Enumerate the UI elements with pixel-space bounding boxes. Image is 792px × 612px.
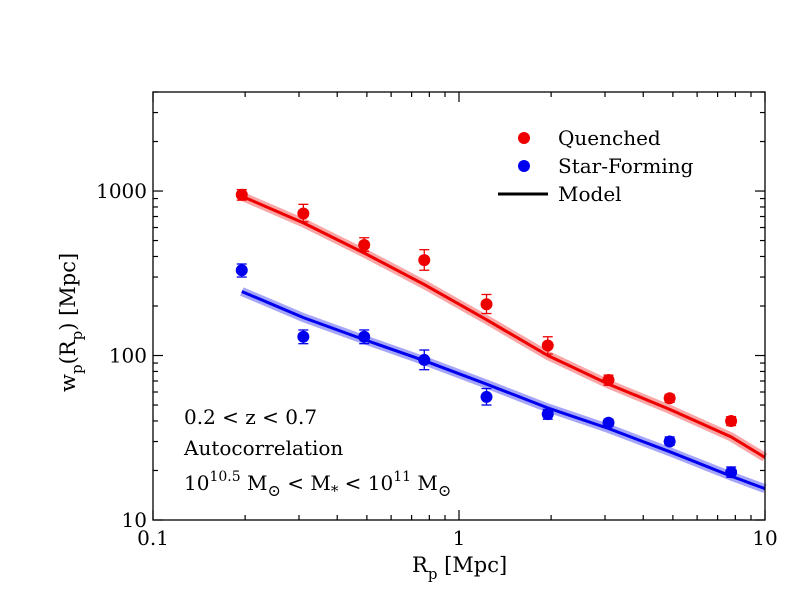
data-point-quenched xyxy=(235,188,248,201)
x-axis-label: Rp [Mpc] xyxy=(412,553,507,583)
y-tick-label: 10 xyxy=(122,508,147,532)
legend-label-quenched: Quenched xyxy=(558,126,661,150)
marker-quenched xyxy=(418,254,431,267)
y-axis-label: wp(Rp) [Mpc] xyxy=(56,253,86,392)
data-point-quenched xyxy=(663,392,676,405)
marker-quenched xyxy=(358,238,371,251)
x-tick-label: 0.1 xyxy=(137,526,169,550)
annotation: 0.2 < z < 0.7 Autocorrelation 1010.5 M⊙ … xyxy=(183,405,451,500)
data-point-star-forming xyxy=(297,329,310,345)
data-point-quenched xyxy=(480,293,493,315)
annotation-redshift: 0.2 < z < 0.7 xyxy=(184,405,317,429)
axes: 0.1 1 10 10 100 1000 xyxy=(96,91,778,550)
plot-area xyxy=(235,188,768,493)
model-line-star-forming xyxy=(241,290,766,491)
y-tick-label: 100 xyxy=(109,344,147,368)
marker-quenched xyxy=(602,373,615,386)
legend-label-model: Model xyxy=(558,182,622,206)
x-tick-label: 10 xyxy=(752,526,777,550)
marker-star-forming xyxy=(663,435,676,448)
marker-star-forming xyxy=(358,330,371,343)
data-point-star-forming xyxy=(235,263,248,278)
marker-quenched xyxy=(480,298,493,311)
marker-quenched xyxy=(541,339,554,352)
y-tick-label: 1000 xyxy=(96,179,147,203)
annotation-mass-range: 1010.5 M⊙ < M* < 1011 M⊙ xyxy=(184,469,451,500)
data-point-star-forming xyxy=(480,387,493,406)
marker-star-forming xyxy=(297,330,310,343)
data-point-quenched xyxy=(418,249,431,271)
marker-star-forming xyxy=(602,416,615,429)
data-point-star-forming xyxy=(358,329,371,345)
marker-quenched xyxy=(663,392,676,405)
data-point-quenched xyxy=(358,237,371,252)
marker-star-forming xyxy=(725,466,738,479)
legend-marker-star-forming xyxy=(518,160,530,172)
marker-quenched xyxy=(235,188,248,201)
legend: Quenched Star-Forming Model xyxy=(498,126,694,206)
data-point-star-forming xyxy=(418,349,431,371)
data-point-quenched xyxy=(725,414,738,427)
marker-star-forming xyxy=(480,390,493,403)
data-point-quenched xyxy=(297,203,310,223)
annotation-autocorrelation: Autocorrelation xyxy=(183,436,343,460)
data-point-quenched xyxy=(541,336,554,355)
legend-marker-quenched xyxy=(518,132,530,144)
x-tick-label: 1 xyxy=(453,526,466,550)
data-point-star-forming xyxy=(541,408,554,421)
data-point-star-forming xyxy=(602,416,615,429)
legend-label-star-forming: Star-Forming xyxy=(558,154,694,178)
marker-quenched xyxy=(297,207,310,220)
data-point-star-forming xyxy=(663,435,676,448)
model-line-quenched xyxy=(241,194,766,459)
data-point-star-forming xyxy=(725,466,738,479)
marker-star-forming xyxy=(418,353,431,366)
marker-star-forming xyxy=(541,408,554,421)
data-point-quenched xyxy=(602,373,615,386)
marker-quenched xyxy=(725,414,738,427)
marker-star-forming xyxy=(235,264,248,277)
